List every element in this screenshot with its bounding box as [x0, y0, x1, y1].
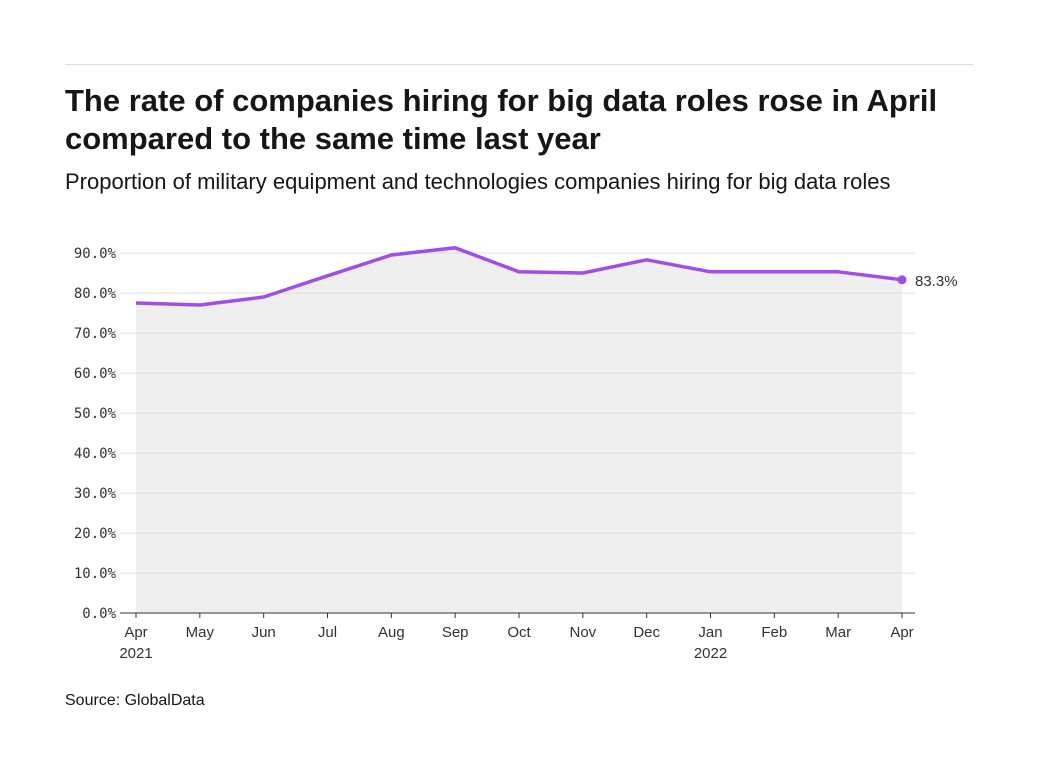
x-tick-label: Feb	[761, 624, 787, 641]
x-tick-label: May	[186, 624, 215, 641]
y-tick-label: 30.0%	[74, 486, 117, 502]
x-tick-label: Nov	[569, 624, 596, 641]
x-tick-label: Aug	[378, 624, 405, 641]
y-tick-label: 60.0%	[74, 366, 117, 382]
x-tick-label: Apr 2021	[119, 624, 152, 662]
point	[897, 275, 907, 285]
y-tick-label: 10.0%	[74, 566, 117, 582]
value-label: 83.3%	[915, 273, 958, 290]
chart-subtitle: Proportion of military equipment and tec…	[65, 169, 891, 194]
y-tick-label: 80.0%	[74, 286, 117, 302]
x-tick-label: Sep	[442, 624, 469, 641]
y-tick-label: 0.0%	[82, 606, 116, 622]
line	[135, 246, 903, 307]
x-tick-label: Apr	[890, 624, 913, 641]
y-tick-label: 40.0%	[74, 446, 117, 462]
x-tick-label: Oct	[507, 624, 531, 641]
x-tick-label: Jan 2022	[694, 624, 727, 662]
top-rule	[65, 64, 973, 65]
x-tick-label: Jul	[318, 624, 337, 641]
y-tick-label: 50.0%	[74, 406, 117, 422]
y-tick-label: 70.0%	[74, 326, 117, 342]
x-tick-label: Jun	[252, 624, 276, 641]
y-tick-label: 20.0%	[74, 526, 117, 542]
chart-title: The rate of companies hiring for big dat…	[65, 83, 938, 156]
y-tick-label: 90.0%	[74, 246, 117, 262]
x-tick-label: Mar	[825, 624, 851, 641]
source-note: Source: GlobalData	[65, 692, 205, 709]
area	[136, 247, 902, 614]
x-tick-label: Dec	[633, 624, 660, 641]
